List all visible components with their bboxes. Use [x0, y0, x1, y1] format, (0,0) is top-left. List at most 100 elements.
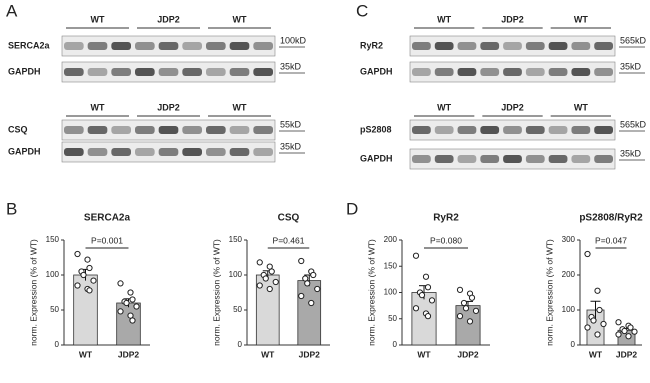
blot-strip	[61, 61, 276, 83]
data-point	[74, 282, 81, 289]
data-point	[600, 320, 607, 328]
data-point	[584, 250, 591, 258]
group-label: WT	[437, 102, 451, 112]
band	[111, 42, 131, 50]
group-label: JDP2	[157, 14, 180, 24]
y-tick-label: 150	[46, 235, 60, 244]
y-tick-label: 300	[562, 235, 576, 244]
band	[253, 126, 273, 134]
row-label: CSQ	[8, 124, 28, 134]
panel-label: C	[356, 1, 368, 20]
p-value: P=0.047	[595, 235, 627, 245]
row-label: GAPDH	[360, 153, 393, 163]
x-tick-label: JDP2	[118, 349, 140, 359]
band	[457, 155, 477, 163]
row-label: GAPDH	[8, 146, 41, 156]
row-label: SERCA2a	[8, 40, 51, 50]
x-tick-label: WT	[79, 349, 93, 359]
p-value: P=0.001	[91, 235, 123, 245]
band	[111, 68, 131, 76]
band	[548, 68, 568, 76]
y-tick-label: 100	[562, 305, 576, 314]
data-point	[472, 307, 480, 314]
y-tick-label: 150	[229, 235, 243, 244]
group-label: WT	[233, 14, 247, 24]
x-tick-label: JDP2	[299, 349, 321, 359]
band	[457, 42, 477, 50]
band	[525, 42, 545, 50]
data-point	[310, 271, 317, 279]
marker-label: 565kD	[620, 35, 647, 45]
data-point	[298, 292, 305, 300]
band	[206, 42, 226, 50]
data-point	[127, 289, 134, 296]
marker-label: 100kD	[280, 35, 307, 45]
data-point	[129, 296, 136, 303]
band	[253, 148, 273, 156]
x-tick-label: WT	[589, 349, 603, 359]
band	[64, 148, 84, 156]
data-point	[268, 268, 275, 275]
band	[503, 68, 522, 76]
data-point	[298, 257, 305, 265]
blot-strip	[409, 35, 616, 57]
band	[571, 155, 591, 163]
band	[412, 68, 431, 76]
band	[206, 126, 226, 134]
band	[525, 155, 545, 163]
data-point	[596, 306, 603, 314]
data-point	[304, 280, 311, 287]
y-tick-label: 0	[393, 340, 398, 349]
data-point	[412, 305, 420, 312]
y-tick-label: 0	[571, 340, 576, 349]
y-tick-label: 50	[50, 305, 59, 314]
band	[434, 126, 454, 134]
band	[229, 148, 250, 156]
band	[182, 68, 202, 76]
group-label: WT	[574, 14, 588, 24]
band	[182, 42, 202, 50]
row-label: pS2808	[360, 124, 392, 134]
y-tick-label: 100	[46, 270, 60, 279]
band	[229, 42, 250, 50]
band	[253, 68, 273, 76]
band	[206, 68, 226, 76]
x-tick-label: WT	[417, 349, 431, 359]
data-point	[418, 292, 426, 299]
y-axis-label: norm. Expression (% of WT)	[544, 239, 554, 346]
group-label: WT	[233, 102, 247, 112]
marker-label: 35kD	[280, 61, 302, 71]
chart-title: CSQ	[278, 213, 300, 224]
band	[434, 42, 454, 50]
band	[480, 68, 500, 76]
band	[111, 126, 131, 134]
data-point	[594, 287, 601, 294]
data-point	[262, 275, 269, 282]
y-axis-label: norm. Expression (% of WT)	[366, 239, 376, 346]
data-point	[74, 250, 81, 258]
band	[158, 148, 179, 156]
band	[571, 126, 591, 134]
band	[87, 126, 108, 134]
band	[434, 68, 454, 76]
marker-label: 35kD	[280, 141, 302, 151]
band	[457, 68, 477, 76]
band	[158, 42, 179, 50]
data-point	[84, 256, 91, 263]
band	[480, 155, 500, 163]
x-tick-label: JDP2	[616, 349, 638, 359]
band	[253, 42, 273, 50]
group-label: WT	[91, 14, 105, 24]
panel-label: B	[6, 199, 17, 218]
data-point	[621, 327, 628, 335]
band	[571, 42, 591, 50]
band	[571, 68, 591, 76]
band	[64, 68, 84, 76]
band	[206, 148, 226, 156]
band	[594, 126, 613, 134]
band	[182, 126, 202, 134]
data-point	[133, 303, 140, 310]
marker-label: 35kD	[620, 61, 642, 71]
band	[158, 68, 179, 76]
marker-label: 35kD	[620, 148, 642, 158]
